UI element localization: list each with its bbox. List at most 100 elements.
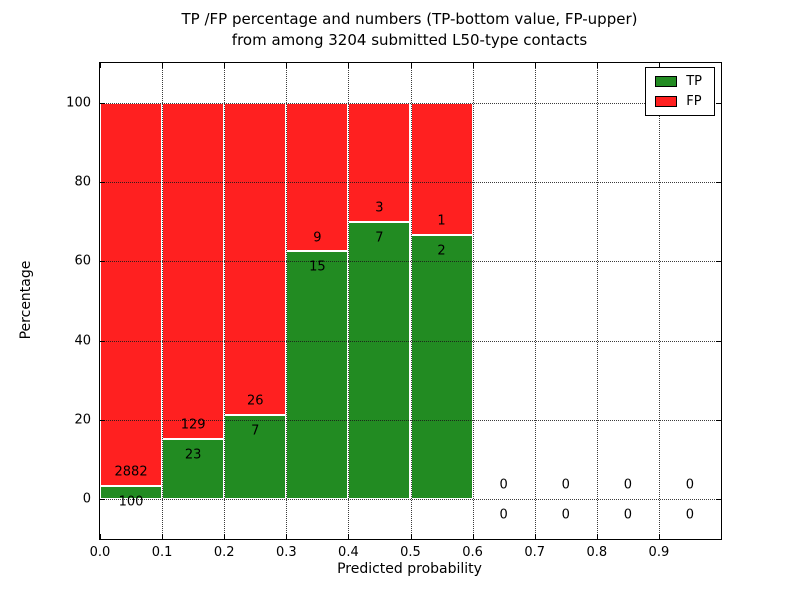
x-tick-label: 0.6 bbox=[462, 545, 483, 560]
tp-count-label: 23 bbox=[184, 447, 202, 463]
tp-bar-segment bbox=[224, 415, 287, 500]
x-tick-mark-bottom bbox=[348, 534, 350, 539]
x-tick-mark-bottom bbox=[658, 534, 660, 539]
y-tick-mark-left bbox=[100, 499, 105, 501]
x-tick-mark-top bbox=[348, 63, 350, 68]
fp-count-label: 0 bbox=[561, 477, 570, 493]
y-axis-label: Percentage bbox=[18, 260, 34, 340]
chart-title: TP /FP percentage and numbers (TP-bottom… bbox=[99, 9, 720, 51]
tp-count-label: 7 bbox=[251, 423, 260, 439]
x-tick-mark-top bbox=[472, 63, 474, 68]
tp-count-label: 0 bbox=[561, 507, 570, 523]
y-tick-mark-left bbox=[100, 420, 105, 421]
v-gridline bbox=[596, 63, 598, 539]
x-tick-mark-bottom bbox=[596, 534, 598, 539]
v-gridline bbox=[658, 63, 660, 539]
x-tick-mark-bottom bbox=[162, 534, 164, 539]
v-gridline bbox=[534, 63, 536, 539]
x-tick-mark-top bbox=[100, 63, 101, 68]
legend-item-tp: TP bbox=[655, 75, 702, 88]
fp-count-label: 9 bbox=[313, 230, 322, 246]
fp-count-label: 26 bbox=[246, 393, 264, 409]
chart-title-line-2: from among 3204 submitted L50-type conta… bbox=[231, 31, 588, 49]
fp-bar-segment bbox=[100, 102, 163, 487]
fp-count-label: 0 bbox=[499, 477, 508, 493]
fp-bar-segment bbox=[286, 102, 349, 252]
y-tick-mark-left bbox=[100, 340, 105, 342]
x-tick-label: 0.0 bbox=[89, 545, 111, 560]
x-tick-label: 0.7 bbox=[524, 545, 546, 560]
x-tick-label: 0.4 bbox=[338, 545, 359, 560]
fp-bar-segment bbox=[162, 102, 225, 440]
y-tick-label: 20 bbox=[74, 412, 91, 428]
y-tick-label: 100 bbox=[66, 95, 91, 111]
tp-count-label: 0 bbox=[623, 507, 632, 523]
x-tick-mark-bottom bbox=[224, 534, 226, 539]
x-tick-mark-bottom bbox=[100, 534, 101, 539]
fp-count-label: 0 bbox=[685, 477, 695, 493]
fp-count-label: 129 bbox=[180, 417, 206, 433]
x-axis-label: Predicted probability bbox=[337, 561, 482, 577]
legend-item-fp: FP bbox=[655, 95, 702, 108]
fp-count-label: 2882 bbox=[114, 464, 148, 480]
tp-count-label: 15 bbox=[309, 259, 326, 275]
y-tick-mark-right bbox=[716, 499, 721, 501]
y-tick-label: 40 bbox=[74, 333, 91, 349]
y-tick-mark-right bbox=[716, 420, 721, 421]
x-tick-label: 0.3 bbox=[275, 545, 297, 560]
x-tick-label: 0.8 bbox=[586, 545, 608, 560]
fp-bar-segment bbox=[224, 102, 287, 416]
tp-swatch bbox=[655, 76, 678, 87]
tp-bar-segment bbox=[348, 221, 411, 500]
y-tick-mark-left bbox=[100, 182, 105, 183]
x-tick-label: 0.9 bbox=[648, 545, 670, 560]
y-tick-mark-left bbox=[100, 102, 105, 104]
fp-swatch bbox=[655, 96, 678, 107]
x-tick-label: 0.5 bbox=[400, 545, 421, 560]
v-gridline bbox=[162, 63, 164, 539]
y-tick-mark-right bbox=[716, 261, 721, 263]
tp-count-label: 0 bbox=[499, 507, 508, 523]
y-tick-label: 60 bbox=[74, 253, 91, 269]
x-tick-label: 0.1 bbox=[151, 545, 173, 560]
x-tick-mark-bottom bbox=[472, 534, 474, 539]
v-gridline bbox=[286, 63, 288, 539]
legend-label-fp: FP bbox=[686, 94, 702, 109]
tp-bar-segment bbox=[100, 486, 163, 500]
tp-count-label: 0 bbox=[685, 507, 695, 523]
v-gridline bbox=[472, 63, 474, 539]
tp-count-label: 7 bbox=[375, 230, 384, 246]
tp-bar-segment bbox=[410, 234, 473, 500]
x-tick-mark-top bbox=[410, 63, 412, 68]
x-tick-label: 0.2 bbox=[213, 545, 235, 560]
fp-count-label: 3 bbox=[375, 200, 384, 216]
tp-bar-segment bbox=[286, 251, 349, 500]
v-gridline bbox=[410, 63, 412, 539]
y-tick-mark-right bbox=[716, 102, 721, 104]
legend-label-tp: TP bbox=[686, 74, 702, 89]
v-gridline bbox=[348, 63, 350, 539]
v-gridline bbox=[224, 63, 226, 539]
x-tick-mark-bottom bbox=[410, 534, 412, 539]
x-tick-mark-bottom bbox=[286, 534, 288, 539]
x-tick-mark-bottom bbox=[534, 534, 536, 539]
x-tick-mark-top bbox=[596, 63, 598, 68]
y-tick-label: 0 bbox=[82, 491, 91, 507]
x-tick-mark-top bbox=[286, 63, 288, 68]
fp-count-label: 0 bbox=[623, 477, 632, 493]
x-tick-mark-top bbox=[534, 63, 536, 68]
plot-area: TP FP 2882 100 129 23 26 7 9 15 3 7 1 2 0 0 0 0 0 0 0 0 0.0 0… bbox=[66, 62, 722, 560]
x-tick-mark-top bbox=[162, 63, 164, 68]
y-tick-mark-right bbox=[716, 182, 721, 183]
y-tick-mark-right bbox=[716, 340, 721, 342]
fp-count-label: 1 bbox=[437, 213, 446, 229]
tp-count-label: 2 bbox=[437, 243, 446, 259]
y-tick-mark-left bbox=[100, 261, 105, 263]
tp-count-label: 100 bbox=[118, 494, 144, 510]
chart-title-line-1: TP /FP percentage and numbers (TP-bottom… bbox=[181, 10, 638, 28]
x-tick-mark-top bbox=[224, 63, 226, 68]
y-tick-label: 80 bbox=[74, 174, 91, 190]
x-tick-mark-top bbox=[658, 63, 660, 68]
tp-bar-segment bbox=[162, 439, 225, 500]
